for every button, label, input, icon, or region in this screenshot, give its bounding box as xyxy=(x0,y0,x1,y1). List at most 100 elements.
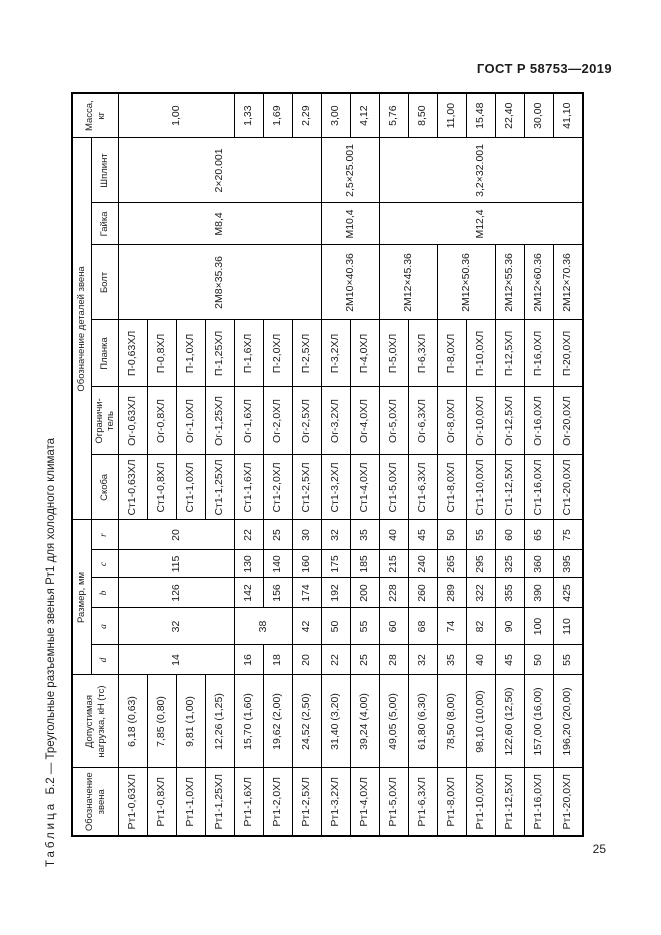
cell-d: 28 xyxy=(379,645,409,675)
cell-mass: 8,50 xyxy=(408,92,438,138)
cell-load: 196,20 (20,00) xyxy=(553,675,583,768)
data-table: Обозначение звена Допустимая нагрузка, к… xyxy=(71,91,584,837)
cell-shackle: Ст1-1,6ХЛ xyxy=(234,454,264,520)
col-header-size-group: Размер, мм xyxy=(72,519,92,675)
cell-bolt: 2М8×35.36 xyxy=(118,244,322,320)
cell-limiter: Ог-20,0ХЛ xyxy=(553,386,583,455)
cell-load: 157,00 (16,00) xyxy=(524,675,554,768)
cell-nut: М8,4 xyxy=(118,202,322,245)
cell-mass: 22,40 xyxy=(495,92,525,138)
cell-d: 14 xyxy=(118,645,235,675)
cell-bolt: 2М12×70.36 xyxy=(553,244,583,320)
cell-b: 260 xyxy=(408,578,438,608)
cell-designation: Рт1-6,3ХЛ xyxy=(408,768,438,836)
cell-d: 50 xyxy=(524,645,554,675)
cell-plate: П-8,0ХЛ xyxy=(437,319,467,387)
cell-designation: Рт1-16,0ХЛ xyxy=(524,768,554,836)
cell-shackle: Ст1-5,0ХЛ xyxy=(379,454,409,520)
cell-designation: Рт1-1,6ХЛ xyxy=(234,768,264,836)
cell-plate: П-4,0ХЛ xyxy=(350,319,380,387)
cell-d: 25 xyxy=(350,645,380,675)
cell-plate: П-16,0ХЛ xyxy=(524,319,554,387)
cell-mass: 5,76 xyxy=(379,92,409,138)
cell-d: 18 xyxy=(263,645,293,675)
cell-a: 90 xyxy=(495,608,525,645)
cell-c: 175 xyxy=(321,550,351,578)
cell-load: 31,40 (3,20) xyxy=(321,675,351,768)
cell-r: 35 xyxy=(350,519,380,550)
cell-cotter: 2,5×25.001 xyxy=(321,137,380,203)
cell-limiter: Ог-1,0ХЛ xyxy=(176,386,206,455)
cell-r: 30 xyxy=(292,519,322,550)
cell-r: 50 xyxy=(437,519,467,550)
cell-plate: П-1,0ХЛ xyxy=(176,319,206,387)
cell-mass: 15,48 xyxy=(466,92,496,138)
cell-designation: Рт1-8,0ХЛ xyxy=(437,768,467,836)
cell-limiter: Ог-5,0ХЛ xyxy=(379,386,409,455)
cell-shackle: Ст1-6,3ХЛ xyxy=(408,454,438,520)
cell-load: 19,62 (2,00) xyxy=(263,675,293,768)
cell-shackle: Ст1-3,2ХЛ xyxy=(321,454,351,520)
cell-c: 185 xyxy=(350,550,380,578)
col-header-designation: Обозначение звена xyxy=(72,768,119,836)
col-header-plate: Планка xyxy=(91,319,119,387)
cell-d: 32 xyxy=(408,645,438,675)
cell-limiter: Ог-8,0ХЛ xyxy=(437,386,467,455)
cell-a: 42 xyxy=(292,608,322,645)
cell-r: 55 xyxy=(466,519,496,550)
cell-b: 126 xyxy=(118,578,235,608)
cell-b: 390 xyxy=(524,578,554,608)
table-title-label: Таблица xyxy=(45,800,57,867)
standard-reference: ГОСТ Р 58753—2019 xyxy=(476,61,612,76)
rotated-table-block: Таблица Б.2 — Треугольные разъемные звен… xyxy=(45,91,590,867)
cell-shackle: Ст1-10,0ХЛ xyxy=(466,454,496,520)
cell-designation: Рт1-0,63ХЛ xyxy=(118,768,148,836)
cell-mass: 1,33 xyxy=(234,92,264,138)
cell-plate: П-2,0ХЛ xyxy=(263,319,293,387)
cell-designation: Рт1-2,0ХЛ xyxy=(263,768,293,836)
cell-b: 289 xyxy=(437,578,467,608)
cell-c: 325 xyxy=(495,550,525,578)
cell-r: 20 xyxy=(118,519,235,550)
cell-limiter: Ог-3,2ХЛ xyxy=(321,386,351,455)
col-header-d: d xyxy=(91,645,119,675)
cell-mass: 4,12 xyxy=(350,92,380,138)
cell-plate: П-5,0ХЛ xyxy=(379,319,409,387)
table-body: Рт1-0,63ХЛ 6,18 (0,63) 14 32 126 115 20 Ст1-0,6… xyxy=(118,92,583,836)
col-header-a: a xyxy=(91,608,119,645)
cell-load: 6,18 (0,63) xyxy=(118,675,148,768)
cell-c: 115 xyxy=(118,550,235,578)
cell-b: 322 xyxy=(466,578,496,608)
cell-shackle: Ст1-20,0ХЛ xyxy=(553,454,583,520)
cell-r: 65 xyxy=(524,519,554,550)
cell-b: 425 xyxy=(553,578,583,608)
cell-limiter: Ог-2,0ХЛ xyxy=(263,386,293,455)
cell-plate: П-10,0ХЛ xyxy=(466,319,496,387)
cell-b: 228 xyxy=(379,578,409,608)
cell-mass: 2,29 xyxy=(292,92,322,138)
cell-c: 240 xyxy=(408,550,438,578)
cell-designation: Рт1-20,0ХЛ xyxy=(553,768,583,836)
cell-plate: П-20,0ХЛ xyxy=(553,319,583,387)
table-row: Рт1-0,63ХЛ 6,18 (0,63) 14 32 126 115 20 Ст1-0,6… xyxy=(118,92,322,836)
cell-nut: М12,4 xyxy=(379,202,583,245)
col-header-bolt: Болт xyxy=(91,244,119,320)
cell-bolt: 2М12×60.36 xyxy=(524,244,554,320)
cell-c: 360 xyxy=(524,550,554,578)
cell-designation: Рт1-2,5ХЛ xyxy=(292,768,322,836)
cell-limiter: Ог-2,5ХЛ xyxy=(292,386,322,455)
cell-designation: Рт1-5,0ХЛ xyxy=(379,768,409,836)
cell-load: 12,26 (1,25) xyxy=(205,675,235,768)
cell-b: 192 xyxy=(321,578,351,608)
cell-mass: 3,00 xyxy=(321,92,351,138)
cell-load: 98,10 (10,00) xyxy=(466,675,496,768)
cell-a: 74 xyxy=(437,608,467,645)
col-header-b: b xyxy=(91,578,119,608)
cell-plate: П-3,2ХЛ xyxy=(321,319,351,387)
cell-load: 7,85 (0,80) xyxy=(147,675,177,768)
cell-c: 265 xyxy=(437,550,467,578)
cell-load: 24,52 (2,50) xyxy=(292,675,322,768)
col-header-shackle: Скоба xyxy=(91,454,119,520)
cell-r: 32 xyxy=(321,519,351,550)
